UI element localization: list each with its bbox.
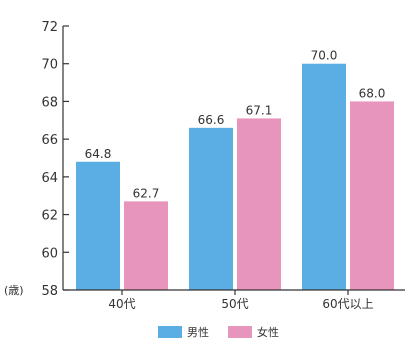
data-labels-group: 64.8 62.7 66.6 67.1 70.0 68.0 bbox=[85, 49, 386, 201]
bars-group bbox=[76, 63, 394, 291]
data-label-male-1: 66.6 bbox=[198, 113, 225, 127]
x-category-label-0: 40代 bbox=[108, 297, 135, 311]
y-tick-label-66: 66 bbox=[41, 133, 58, 148]
data-label-female-2: 68.0 bbox=[359, 86, 386, 100]
data-label-female-1: 67.1 bbox=[246, 103, 273, 117]
y-ticks-group: 58 60 62 64 66 68 70 72 (歳) bbox=[4, 20, 69, 299]
bar-male-0 bbox=[76, 161, 120, 290]
y-tick-label-62: 62 bbox=[41, 209, 58, 224]
legend-swatch-female bbox=[228, 326, 252, 338]
y-tick-label-68: 68 bbox=[41, 95, 58, 110]
y-tick-label-64: 64 bbox=[41, 171, 58, 186]
legend-label-male: 男性 bbox=[187, 325, 209, 339]
x-category-label-2: 60代以上 bbox=[322, 297, 373, 311]
y-unit-label: (歳) bbox=[4, 284, 24, 297]
data-label-female-0: 62.7 bbox=[133, 186, 160, 200]
bar-female-0 bbox=[124, 201, 168, 290]
y-tick-label-70: 70 bbox=[41, 58, 58, 73]
y-tick-label-60: 60 bbox=[41, 246, 58, 261]
legend-swatch-male bbox=[158, 326, 182, 338]
y-tick-label-72: 72 bbox=[41, 20, 58, 35]
bar-male-1 bbox=[189, 127, 233, 290]
bar-female-1 bbox=[237, 118, 281, 291]
legend-label-female: 女性 bbox=[257, 325, 279, 339]
data-label-male-2: 70.0 bbox=[311, 49, 338, 63]
data-label-male-0: 64.8 bbox=[85, 147, 112, 161]
x-categories-group: 40代 50代 60代以上 bbox=[108, 290, 374, 311]
legend: 男性 女性 bbox=[158, 325, 279, 339]
bar-female-2 bbox=[350, 101, 394, 290]
bar-male-2 bbox=[302, 63, 346, 290]
y-tick-label-58: 58 bbox=[41, 284, 58, 299]
x-category-label-1: 50代 bbox=[221, 297, 248, 311]
